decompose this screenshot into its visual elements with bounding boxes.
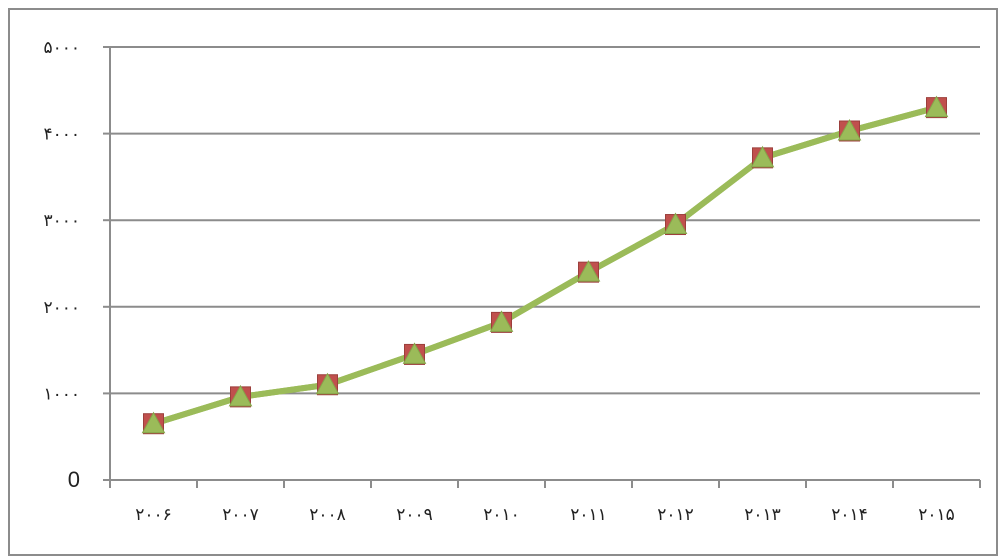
x-tick-label: ۲۰۱۳	[744, 505, 781, 525]
data-point-triangle	[663, 212, 688, 235]
data-point-triangle	[576, 260, 601, 282]
x-tick-label: ۲۰۱۲	[657, 505, 694, 525]
y-tick-label: ۲۰۰۰	[43, 298, 80, 318]
grid-lines	[110, 46, 980, 395]
axes	[103, 46, 981, 488]
x-tick-label: ۲۰۱۴	[831, 505, 868, 525]
y-tick-labels: 0 ۱۰۰۰ ۲۰۰۰ ۳۰۰۰ ۴۰۰۰ ۵۰۰۰	[43, 38, 80, 492]
x-tick-label: ۲۰۰۸	[309, 505, 346, 525]
x-tick-labels: ۲۰۰۶ ۲۰۰۷ ۲۰۰۸ ۲۰۰۹ ۲۰۱۰ ۲۰۱۱ ۲۰۱۲ ۲۰۱۳ ۲۰۱۴ ۲۰۱۵	[135, 505, 955, 525]
data-point-triangle	[489, 310, 514, 332]
y-tick-label: ۵۰۰۰	[43, 38, 80, 58]
data-point-triangle	[924, 95, 949, 118]
x-tick-label: ۲۰۱۰	[483, 505, 520, 525]
series-line	[150, 104, 940, 427]
y-tick-label: 0	[68, 467, 80, 492]
data-point-triangle	[315, 372, 340, 395]
x-tick-label: ۲۰۱۵	[918, 505, 955, 525]
x-tick-label: ۲۰۰۹	[396, 505, 433, 525]
x-tick-label: ۲۰۱۱	[570, 505, 607, 525]
y-tick-label: ۱۰۰۰	[43, 384, 80, 404]
x-tick-label: ۲۰۰۷	[222, 505, 259, 525]
series-line	[150, 104, 940, 427]
chart-frame: 0 ۱۰۰۰ ۲۰۰۰ ۳۰۰۰ ۴۰۰۰ ۵۰۰۰ ۲۰۰۶ ۲۰۰۷ ۲۰۰۸ ۲۰۰۹ ۲۰…	[8, 8, 998, 556]
data-point-triangle	[837, 118, 862, 141]
y-tick-label: ۴۰۰۰	[43, 125, 80, 145]
data-point-triangle	[750, 145, 775, 168]
data-point-triangle	[141, 411, 166, 434]
data-series	[141, 95, 949, 435]
y-tick-label: ۳۰۰۰	[43, 211, 80, 231]
data-point-triangle	[402, 342, 427, 364]
x-tick-label: ۲۰۰۶	[135, 505, 172, 525]
data-point-triangle	[228, 384, 253, 407]
